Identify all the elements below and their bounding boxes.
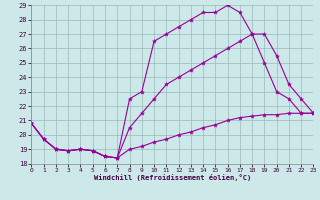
X-axis label: Windchill (Refroidissement éolien,°C): Windchill (Refroidissement éolien,°C) [94, 174, 251, 181]
